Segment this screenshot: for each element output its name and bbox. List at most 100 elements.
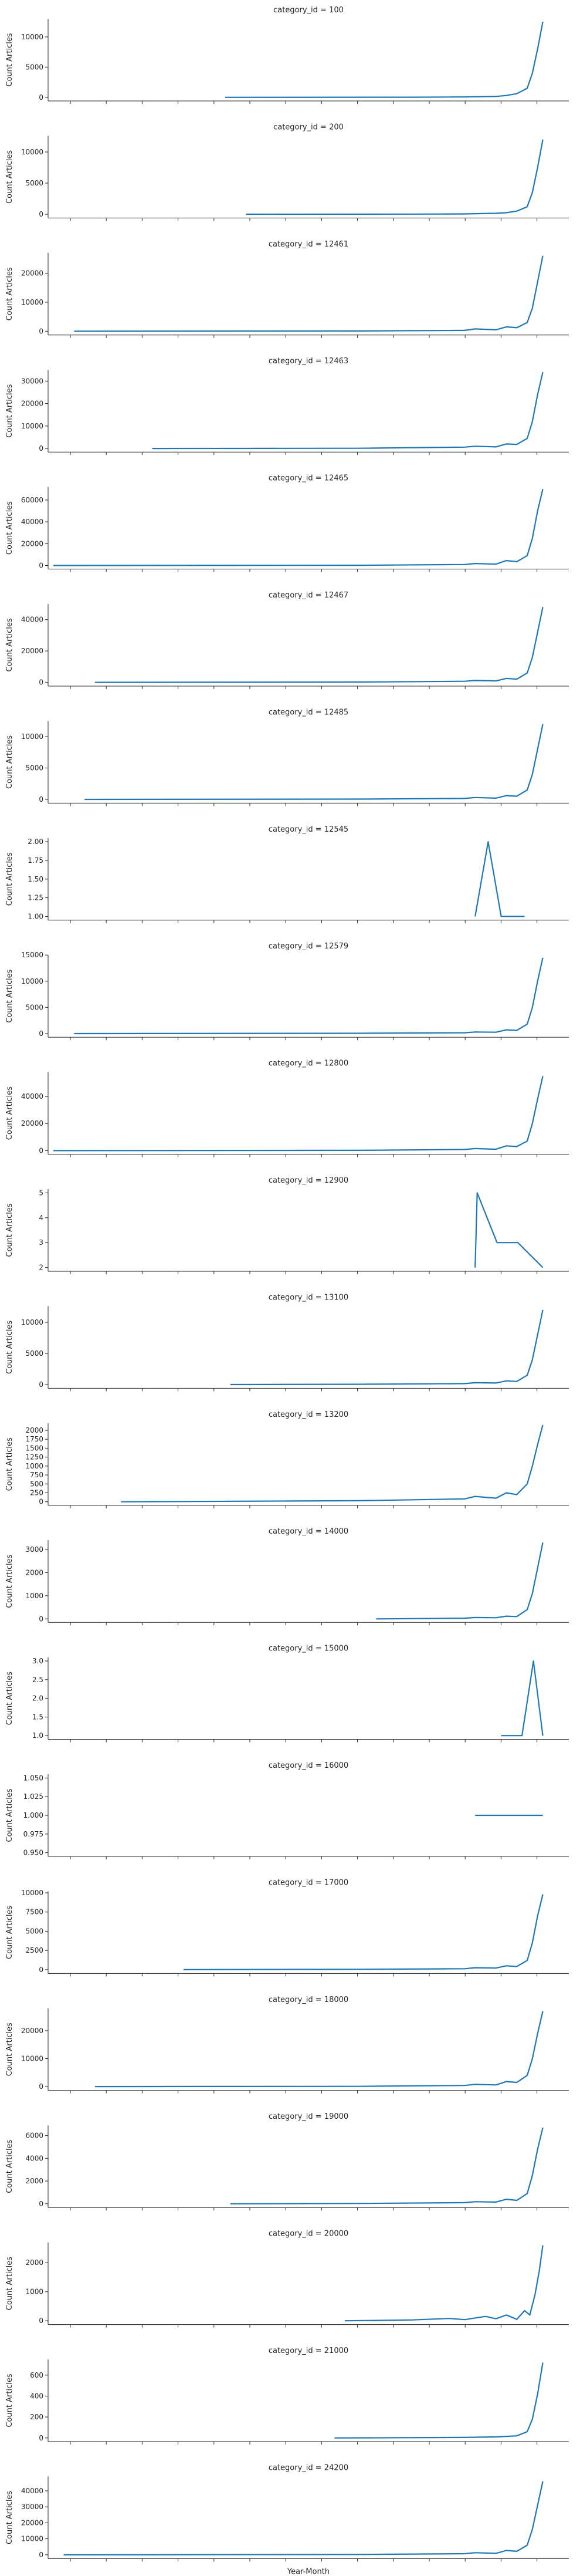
series-line <box>345 2245 544 2322</box>
y-tick-label: 400 <box>30 2392 43 2400</box>
y-tick-label: 0 <box>39 1146 43 1154</box>
y-tick-label: 5000 <box>25 63 43 71</box>
panel-title: category_id = 200 <box>273 123 344 131</box>
y-tick-label: 0 <box>39 795 43 803</box>
y-axis-label: Count Articles <box>5 1321 14 1374</box>
y-tick-label: 20000 <box>21 269 43 277</box>
panel-title: category_id = 12485 <box>269 708 348 717</box>
panel-title: category_id = 100 <box>273 6 344 15</box>
y-tick-label: 5000 <box>25 764 43 772</box>
y-tick-label: 2500 <box>25 1946 43 1954</box>
facet-panel: category_id = 12545 1.00 1.25 1.50 1.75 2.00 C… <box>5 825 569 923</box>
y-tick-label: 10000 <box>21 33 43 41</box>
y-axis-label: Count Articles <box>5 2491 14 2544</box>
y-tick-label: 40000 <box>21 2487 43 2495</box>
y-axis-label: Count Articles <box>5 501 14 555</box>
panel-title: category_id = 14000 <box>269 1527 348 1536</box>
y-tick-label: 0 <box>39 678 43 687</box>
facet-panel: category_id = 12579 0 5000 10000 15000 Count … <box>5 942 569 1041</box>
y-axis-label: Count Articles <box>5 1672 14 1725</box>
facet-panel: category_id = 17000 0 2500 5000 7500 10000 Cou… <box>5 1878 569 1977</box>
y-tick-label: 1.00 <box>28 912 43 920</box>
y-tick-label: 1.025 <box>23 1792 43 1801</box>
facet-panel: category_id = 16000 0.950 0.975 1.000 1.025 1… <box>5 1761 569 1859</box>
panel-title: category_id = 21000 <box>269 2347 348 2355</box>
y-tick-label: 0 <box>39 2200 43 2208</box>
y-tick-label: 0.950 <box>23 1849 43 1857</box>
series-line <box>230 1309 544 1386</box>
y-tick-label: 10000 <box>21 2535 43 2543</box>
y-tick-label: 2.00 <box>28 838 43 846</box>
y-tick-label: 10000 <box>21 2055 43 2063</box>
y-axis-label: Count Articles <box>5 1554 14 1608</box>
panel-title: category_id = 13200 <box>269 1410 348 1419</box>
panel-title: category_id = 12545 <box>269 825 348 834</box>
facet-panel: category_id = 12800 0 20000 40000 Count Arti… <box>5 1059 569 1157</box>
series-line <box>246 139 544 215</box>
y-axis-label: Count Articles <box>5 33 14 86</box>
y-tick-label: 0 <box>39 2551 43 2559</box>
y-tick-label: 3 <box>39 1238 43 1247</box>
y-axis-label: Count Articles <box>5 852 14 906</box>
y-axis-label: Count Articles <box>5 1203 14 1257</box>
panel-title: category_id = 12461 <box>269 240 348 249</box>
y-tick-label: 0 <box>39 1380 43 1389</box>
facet-panel: category_id = 21000 0 200 400 600 Count Artic… <box>5 2347 569 2445</box>
y-tick-label: 3000 <box>25 1545 43 1554</box>
y-tick-label: 10000 <box>21 148 43 156</box>
y-axis-label: Count Articles <box>5 1906 14 1959</box>
y-tick-label: 10000 <box>21 422 43 430</box>
series-line <box>121 1424 544 1503</box>
facet-panel: category_id = 14000 0 1000 2000 3000 Count Ar… <box>5 1527 569 1626</box>
y-tick-label: 20000 <box>21 1119 43 1127</box>
y-tick-label: 2.5 <box>32 1676 43 1684</box>
y-tick-label: 4 <box>39 1214 43 1222</box>
facet-panel: category_id = 13200 025050075010001250150… <box>5 1410 569 1508</box>
y-tick-label: 1.50 <box>28 875 43 883</box>
y-tick-label: 1000 <box>25 1592 43 1600</box>
y-tick-label: 600 <box>30 2371 43 2379</box>
panel-title: category_id = 19000 <box>269 2112 348 2121</box>
x-axis-label: Year-Month <box>287 2567 330 2576</box>
series-line <box>230 2127 544 2204</box>
y-tick-label: 2 <box>39 1264 43 1272</box>
facet-panel: category_id = 12467 0 20000 40000 Count Arti… <box>5 591 569 689</box>
y-tick-label: 2.0 <box>32 1694 43 1703</box>
y-tick-label: 0 <box>39 2434 43 2442</box>
y-tick-label: 1000 <box>25 2288 43 2296</box>
y-tick-label: 1.000 <box>23 1811 43 1819</box>
y-tick-label: 20000 <box>21 2518 43 2527</box>
y-axis-label: Count Articles <box>5 2374 14 2427</box>
panel-title: category_id = 12900 <box>269 1176 348 1185</box>
facet-panel: category_id = 12465 0 20000 40000 60000 Count… <box>5 474 569 572</box>
y-tick-label: 5000 <box>25 179 43 187</box>
y-tick-label: 2000 <box>25 1568 43 1576</box>
y-tick-label: 60000 <box>21 496 43 504</box>
panel-title: category_id = 15000 <box>269 1645 348 1653</box>
y-tick-label: 1250 <box>25 1453 43 1461</box>
series-line <box>376 1542 544 1620</box>
y-tick-label: 40000 <box>21 1092 43 1100</box>
panel-title: category_id = 17000 <box>269 1878 348 1887</box>
y-tick-label: 30000 <box>21 377 43 385</box>
series-line <box>74 255 544 332</box>
y-tick-label: 200 <box>30 2413 43 2421</box>
y-tick-label: 10000 <box>21 732 43 741</box>
y-tick-label: 750 <box>30 1471 43 1479</box>
y-axis-label: Count Articles <box>5 618 14 671</box>
y-tick-label: 10000 <box>21 298 43 306</box>
y-tick-label: 1.5 <box>32 1713 43 1721</box>
series-line <box>74 957 544 1035</box>
y-tick-label: 0 <box>39 93 43 102</box>
y-tick-label: 0 <box>39 327 43 335</box>
panel-title: category_id = 18000 <box>269 1996 348 2004</box>
y-tick-label: 500 <box>30 1480 43 1488</box>
y-tick-label: 5 <box>39 1189 43 1197</box>
y-tick-label: 3.0 <box>32 1657 43 1665</box>
y-tick-label: 1.050 <box>23 1774 43 1782</box>
series-line <box>94 607 544 683</box>
series-line <box>152 372 544 450</box>
facet-panel: category_id = 200 0 5000 10000 Count Article… <box>5 123 569 221</box>
